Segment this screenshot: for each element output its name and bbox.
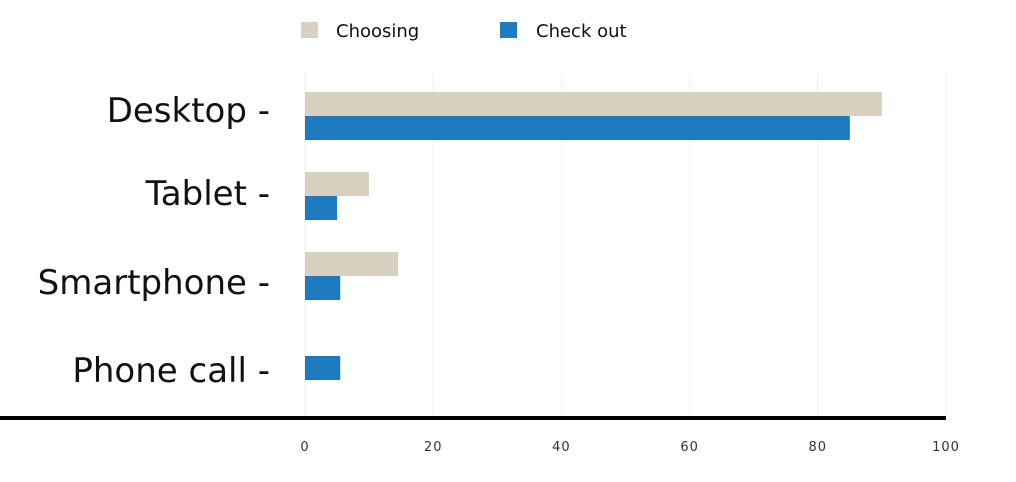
legend-swatch: [500, 22, 517, 38]
bar-choosing: [305, 92, 882, 116]
bar-check-out: [305, 356, 341, 380]
legend: Choosing Check out: [301, 21, 627, 42]
bar-choosing: [305, 252, 398, 276]
category-label: Phone call -: [72, 351, 270, 391]
legend-label: Choosing: [336, 21, 419, 42]
category-labels: Desktop - Tablet - Smartphone - Phone call …: [38, 91, 270, 391]
bars: [305, 92, 882, 380]
x-tick-label: 100: [932, 440, 960, 455]
legend-swatch: [301, 22, 318, 38]
bar-check-out: [305, 116, 850, 140]
x-tick-label: 60: [680, 440, 699, 455]
bar-check-out: [305, 196, 338, 220]
x-tick-label: 40: [552, 440, 571, 455]
x-axis-tick-labels: 0 20 40 60 80 100: [300, 440, 960, 455]
legend-label: Check out: [536, 21, 627, 42]
bar-choosing: [305, 172, 370, 196]
x-tick-label: 80: [809, 440, 828, 455]
x-tick-label: 20: [424, 440, 443, 455]
bar-check-out: [305, 276, 341, 300]
category-label: Tablet -: [145, 174, 270, 214]
category-label: Desktop -: [107, 91, 270, 131]
category-label: Smartphone -: [38, 263, 270, 303]
x-tick-label: 0: [300, 440, 309, 455]
